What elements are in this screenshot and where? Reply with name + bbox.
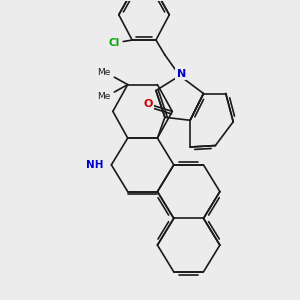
Text: O: O	[144, 99, 153, 109]
Text: Me: Me	[97, 92, 111, 101]
Text: NH: NH	[86, 160, 104, 170]
Text: N: N	[177, 69, 186, 79]
Text: Cl: Cl	[109, 38, 120, 48]
Text: Me: Me	[97, 68, 111, 77]
